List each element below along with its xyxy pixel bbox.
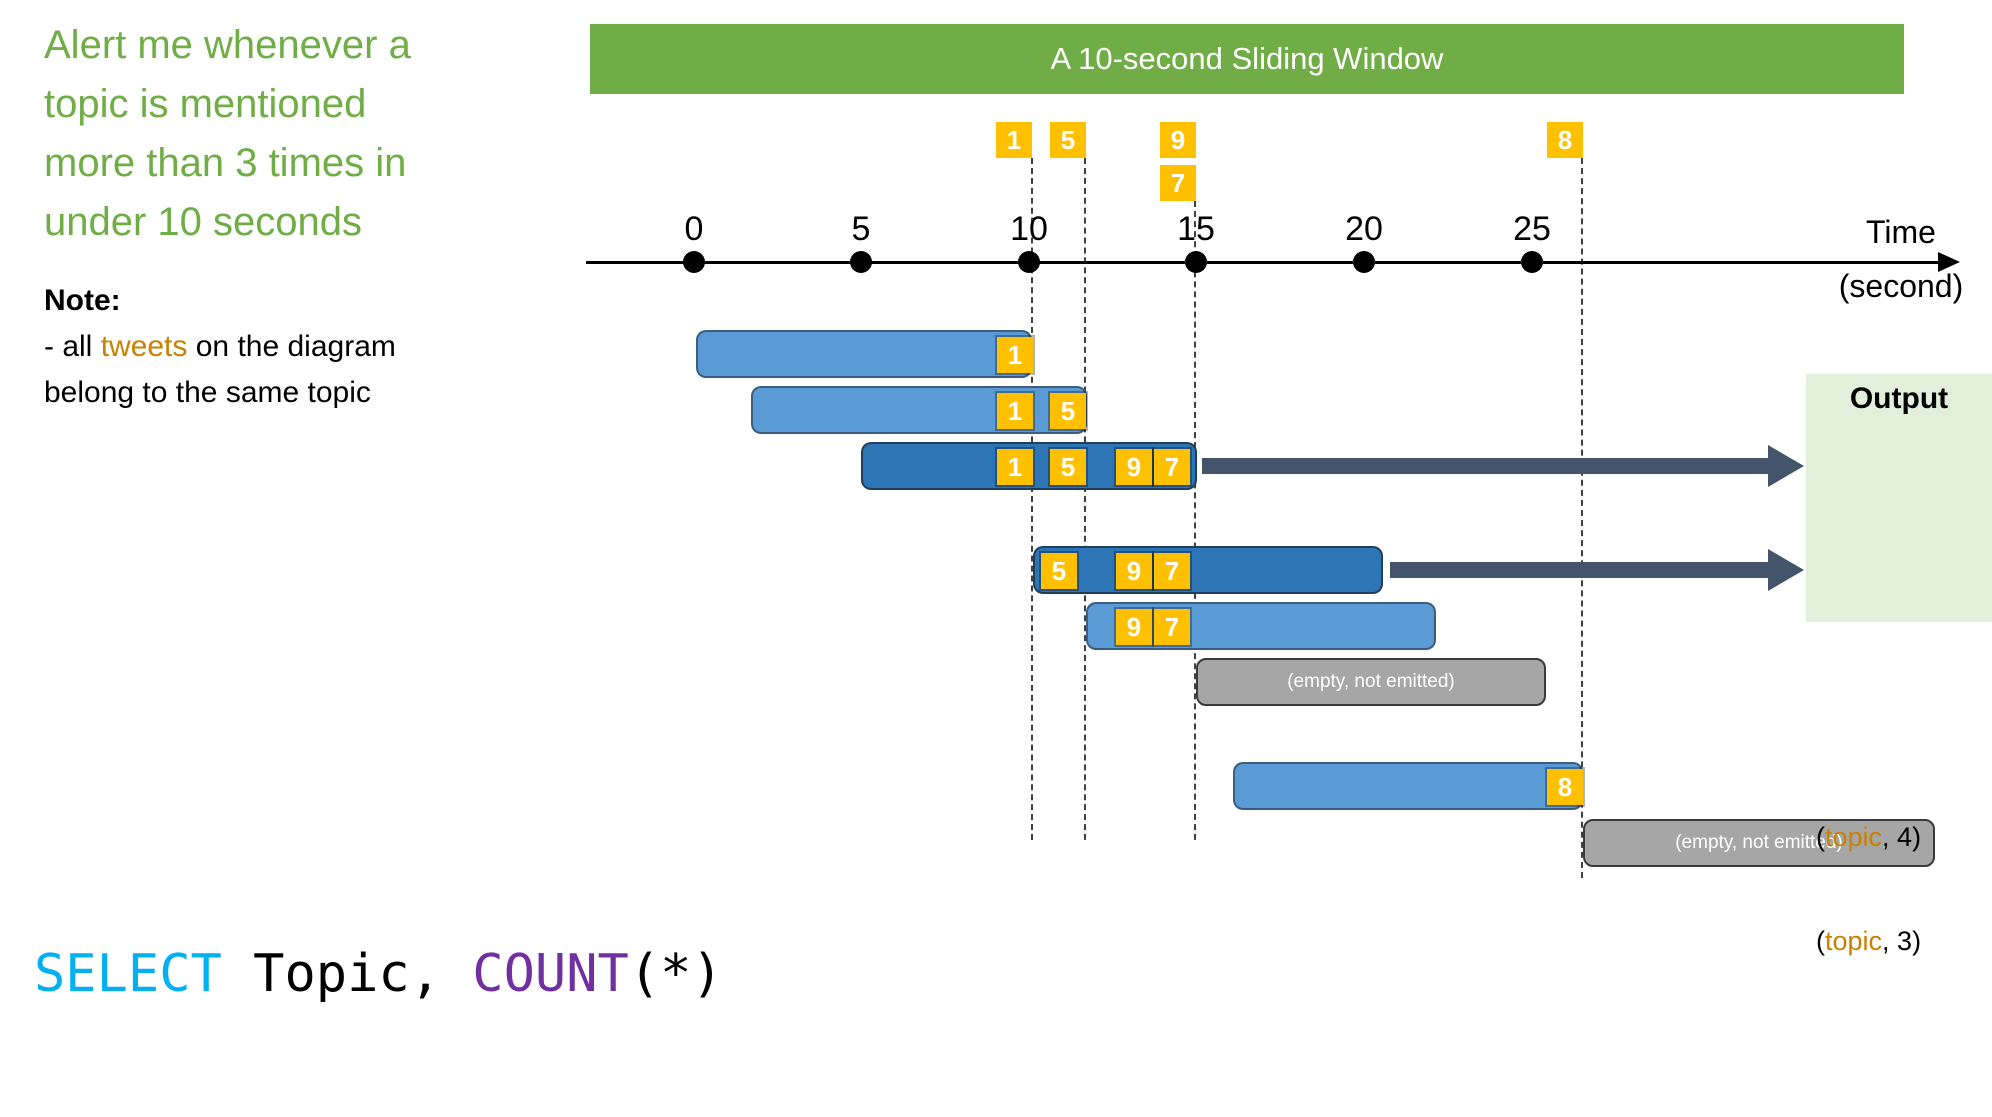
arrow-shaft (1202, 458, 1768, 474)
arrow-shaft (1390, 562, 1768, 578)
sql-line-1: SELECT Topic, COUNT(*) (34, 939, 1318, 1009)
event-badge: 5 (1050, 449, 1086, 485)
empty-window-label: (empty, not emitted) (1675, 832, 1843, 853)
event-badge: 7 (1154, 609, 1190, 645)
axis-dot (850, 251, 872, 273)
note-line-2: belong to the same topic (44, 376, 371, 409)
event-marker-9: 9 (1160, 122, 1196, 158)
axis-unit-top: Time (1866, 214, 1936, 250)
event-timeline-4 (1581, 158, 1583, 878)
event-timeline-3 (1194, 201, 1196, 840)
result-prefix: ( (1816, 822, 1825, 852)
result-suffix: , 3) (1882, 926, 1922, 956)
headline-line: under 10 seconds (44, 200, 363, 244)
emit-arrow-1 (1202, 445, 1804, 487)
empty-window-label: (empty, not emitted) (1287, 671, 1455, 692)
axis-dot (1185, 251, 1207, 273)
result-prefix: ( (1816, 926, 1825, 956)
note-line-1: - all tweets on the diagram (44, 324, 484, 370)
event-badge: 9 (1116, 553, 1152, 589)
axis-unit-bottom: (second) (1838, 268, 1964, 304)
event-marker-7: 7 (1160, 165, 1196, 201)
note: Note: - all tweets on the diagram belong… (44, 278, 484, 416)
sql-text: (*) (628, 944, 723, 1004)
tick-label-15: 15 (1177, 210, 1215, 248)
window-bar-3: 1 5 9 7 (861, 442, 1197, 490)
note-text: - all (44, 330, 101, 363)
axis-dot (1353, 251, 1375, 273)
headline-line: more than 3 times in (44, 141, 407, 185)
window-bar-2: 1 5 (751, 386, 1087, 434)
output-result-1: (topic, 4) (1816, 822, 1921, 853)
tick-label-20: 20 (1345, 210, 1383, 248)
sql-function: COUNT (472, 944, 629, 1004)
event-badge: 5 (1041, 553, 1077, 589)
event-badge: 1 (997, 337, 1033, 373)
event-badge: 5 (1050, 393, 1086, 429)
axis-dot (683, 251, 705, 273)
axis-dot (1018, 251, 1040, 273)
axis-line (586, 261, 1938, 264)
window-bar-1: 1 (696, 330, 1033, 378)
event-marker-1: 1 (996, 122, 1032, 158)
emit-arrow-2 (1390, 549, 1804, 591)
event-badge: 9 (1116, 449, 1152, 485)
arrow-head-icon (1768, 445, 1804, 487)
event-timeline-2 (1084, 158, 1086, 840)
output-result-2: (topic, 3) (1816, 926, 1921, 957)
event-badge: 7 (1154, 449, 1190, 485)
sql-keyword: SELECT (34, 944, 222, 1004)
event-badge: 8 (1547, 769, 1583, 805)
note-title-text: Note: (44, 284, 121, 317)
window-bar-4: 5 9 7 (1033, 546, 1383, 594)
window-bar-7: 8 (1233, 762, 1583, 810)
event-badge: 1 (997, 393, 1033, 429)
axis-arrowhead-icon (1938, 252, 1960, 272)
arrow-head-icon (1768, 549, 1804, 591)
tick-label-10: 10 (1010, 210, 1048, 248)
result-topic: topic (1825, 822, 1883, 852)
headline: Alert me whenever a topic is mentioned m… (44, 16, 564, 252)
event-marker-5: 5 (1050, 122, 1086, 158)
window-bar-5: 9 7 (1086, 602, 1436, 650)
note-title: Note: (44, 278, 484, 324)
event-badge: 1 (997, 449, 1033, 485)
event-badge: 9 (1116, 609, 1152, 645)
sql-text: Topic, (221, 944, 473, 1004)
tick-label-5: 5 (851, 210, 871, 248)
event-marker-8: 8 (1547, 122, 1583, 158)
banner-label: A 10-second Sliding Window (1050, 41, 1444, 76)
note-text: on the diagram (187, 330, 396, 363)
note-highlight-tweets: tweets (100, 330, 188, 363)
output-panel: Output (topic, 4) (topic, 3) (1806, 374, 1992, 956)
axis-dot (1521, 251, 1543, 273)
sql-query: SELECT Topic, COUNT(*) FROM TwitterStrea… (34, 799, 1318, 1117)
output-title: Output (1849, 382, 1949, 415)
window-bar-6-empty: (empty, not emitted) (1196, 658, 1546, 706)
event-timeline-1 (1031, 158, 1033, 840)
event-badge: 7 (1154, 553, 1190, 589)
result-suffix: , 4) (1882, 822, 1922, 852)
tick-label-25: 25 (1513, 210, 1551, 248)
result-topic: topic (1825, 926, 1883, 956)
sliding-window-banner: A 10-second Sliding Window (590, 24, 1904, 94)
headline-line: topic is mentioned (44, 82, 367, 126)
headline-line: Alert me whenever a (44, 23, 411, 67)
window-bar-8-empty: (empty, not emitted) (1583, 819, 1935, 867)
tick-label-0: 0 (684, 210, 704, 248)
